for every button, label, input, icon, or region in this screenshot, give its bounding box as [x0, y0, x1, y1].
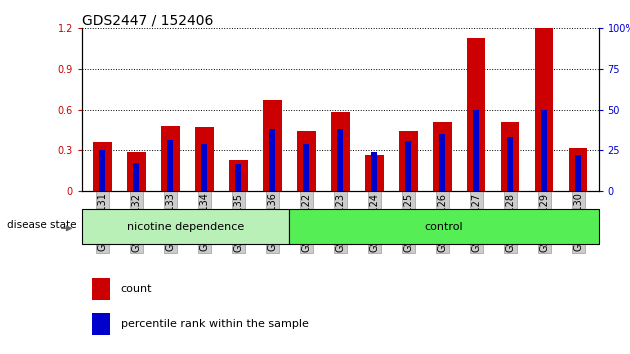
Text: control: control: [424, 222, 463, 232]
Bar: [337, 129, 343, 191]
Bar: [507, 137, 513, 191]
Bar: [127, 152, 146, 191]
Text: nicotine dependence: nicotine dependence: [127, 222, 244, 232]
Bar: [201, 144, 207, 191]
Bar: [92, 278, 110, 300]
Bar: [575, 154, 581, 191]
Bar: [303, 144, 309, 191]
Bar: [535, 28, 554, 191]
Text: disease state: disease state: [6, 220, 76, 230]
Bar: [473, 110, 479, 191]
Bar: [229, 160, 248, 191]
Bar: [195, 127, 214, 191]
Bar: [331, 113, 350, 191]
Bar: [92, 313, 110, 335]
Bar: [269, 129, 275, 191]
Bar: [399, 131, 418, 191]
Text: percentile rank within the sample: percentile rank within the sample: [121, 319, 309, 329]
Bar: [569, 148, 587, 191]
Bar: [100, 150, 105, 191]
Bar: [405, 141, 411, 191]
Text: GDS2447 / 152406: GDS2447 / 152406: [82, 13, 214, 27]
Bar: [161, 126, 180, 191]
Bar: [93, 142, 112, 191]
Bar: [439, 134, 445, 191]
Bar: [365, 154, 384, 191]
Bar: [371, 152, 377, 191]
Bar: [297, 131, 316, 191]
Bar: [541, 110, 547, 191]
Bar: [235, 164, 241, 191]
Bar: [133, 162, 139, 191]
Bar: [433, 122, 452, 191]
Text: count: count: [121, 284, 152, 294]
Bar: [289, 209, 598, 244]
Bar: [167, 139, 173, 191]
Bar: [467, 38, 486, 191]
Bar: [501, 122, 520, 191]
Bar: [263, 100, 282, 191]
Bar: [82, 209, 289, 244]
